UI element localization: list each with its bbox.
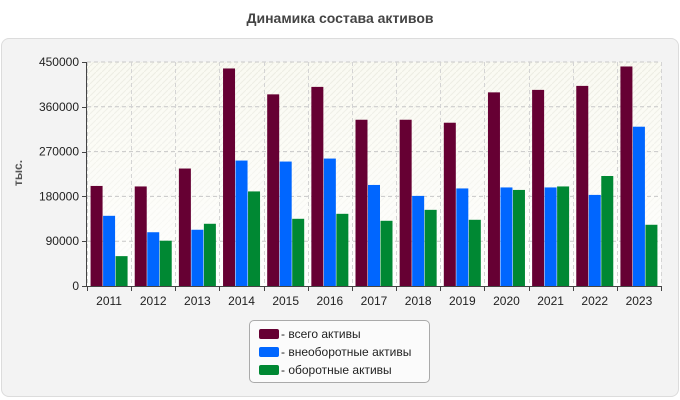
x-tick-label: 2016 [316,294,343,308]
bar-noncurrent-2021 [544,187,557,286]
bar-noncurrent-2020 [500,187,513,286]
chart-title: Динамика состава активов [246,10,434,26]
bar-current-2023 [645,224,658,286]
bar-current-2022 [601,175,614,286]
y-axis-label: тыс. [11,160,25,186]
y-tick-label: 180000 [39,189,79,203]
bar-noncurrent-2022 [588,194,601,286]
legend-swatch-total [259,328,279,339]
x-tick-label: 2012 [140,294,167,308]
legend-swatch-current [259,364,279,375]
bar-noncurrent-2014 [235,160,248,286]
bar-total-2020 [487,92,500,286]
y-tick-label: 270000 [39,145,79,159]
x-tick-label: 2019 [449,294,476,308]
legend-item-noncurrent: - внеоборотные активы [259,345,411,359]
bar-total-2012 [134,186,147,286]
bar-noncurrent-2019 [456,188,469,286]
x-tick-label: 2023 [626,294,653,308]
bar-current-2016 [336,213,349,286]
y-tick-label: 360000 [39,100,79,114]
bar-total-2013 [178,168,191,286]
bar-current-2018 [424,209,437,286]
legend-label-noncurrent: - внеоборотные активы [281,345,412,359]
bar-total-2018 [399,119,412,287]
bar-noncurrent-2016 [323,158,336,286]
bar-current-2015 [292,218,305,286]
y-tick-label: 450000 [39,55,79,69]
bar-total-2015 [267,94,280,286]
legend-item-current: - оборотные активы [259,363,392,377]
bar-current-2017 [380,220,393,286]
legend-item-total: - всего активы [259,327,361,341]
bar-total-2017 [355,119,368,287]
axes [82,62,662,291]
x-tick-label: 2018 [405,294,432,308]
bar-total-2016 [311,86,324,286]
x-tick-label: 2022 [581,294,608,308]
bar-noncurrent-2015 [279,161,292,286]
legend-swatch-noncurrent [259,346,279,357]
x-tick-label: 2020 [493,294,520,308]
x-tick-labels: 2011 2012 2013 2014 2015 2016 2017 2018 2019 2020… [96,294,652,308]
bar-total-2011 [90,185,103,286]
bar-total-2019 [443,122,456,287]
bar-current-2014 [248,191,261,286]
x-tick-label: 2017 [361,294,388,308]
bar-total-2014 [223,68,236,287]
bar-current-2020 [512,189,525,286]
x-tick-label: 2015 [272,294,299,308]
bar-total-2022 [576,85,589,286]
bar-noncurrent-2018 [412,195,425,286]
bar-total-2023 [620,66,633,286]
legend-label-total: - всего активы [281,327,361,341]
bar-noncurrent-2017 [368,184,380,286]
x-tick-label: 2014 [228,294,255,308]
bars-group [90,66,658,287]
x-tick-label: 2011 [96,294,122,308]
x-tick-label: 2013 [184,294,211,308]
bar-noncurrent-2012 [147,232,160,286]
y-tick-label: 0 [72,279,79,293]
bar-current-2011 [115,256,128,286]
bar-noncurrent-2023 [632,126,645,286]
bar-total-2021 [532,89,545,287]
y-tick-labels: 0 90000 180000 270000 360000 450000 [39,55,79,293]
bar-noncurrent-2013 [191,229,204,286]
y-tick-label: 90000 [46,234,80,248]
bar-current-2013 [203,223,216,286]
x-tick-label: 2021 [537,294,564,308]
legend-label-current: - оборотные активы [281,363,392,377]
bar-current-2012 [159,240,172,286]
legend: - всего активы - внеоборотные активы - о… [249,320,430,383]
bar-noncurrent-2011 [103,215,116,286]
bar-current-2019 [468,219,481,286]
bar-current-2021 [557,186,570,286]
